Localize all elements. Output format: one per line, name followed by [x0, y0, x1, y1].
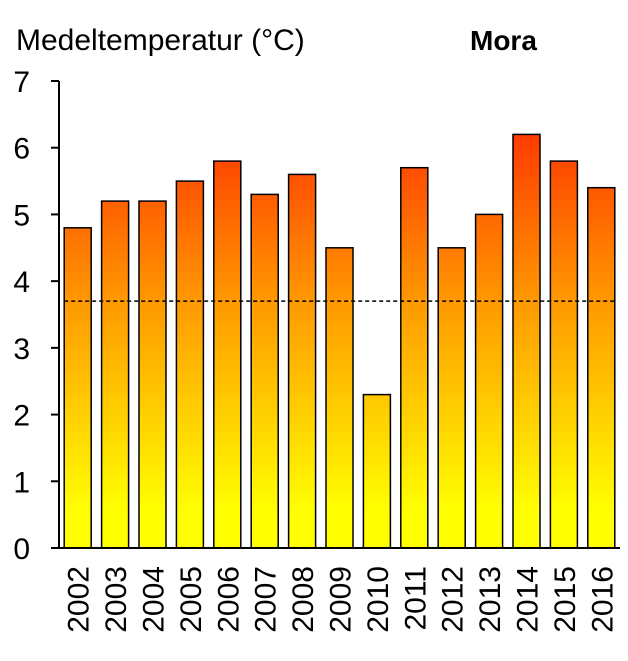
- y-tick-label: 1: [13, 466, 30, 499]
- x-tick-label: 2003: [100, 566, 133, 633]
- bar-2014: [512, 133, 541, 549]
- bar-2008: [287, 173, 317, 549]
- bar-2010: [362, 393, 392, 549]
- bar-2006: [213, 160, 242, 549]
- bar-2015: [549, 160, 579, 549]
- x-tick-label: 2004: [138, 566, 171, 633]
- x-tick-label: 2002: [63, 566, 96, 633]
- y-tick-label: 3: [13, 333, 30, 366]
- bar-2009: [325, 247, 354, 549]
- bar-2003: [100, 200, 130, 549]
- x-tick-label: 2013: [474, 566, 507, 633]
- bar-2004: [138, 200, 167, 549]
- y-tick-label: 4: [13, 266, 30, 299]
- x-tick-label: 2015: [549, 566, 582, 633]
- chart-title: Mora: [470, 25, 537, 56]
- bar-2012: [437, 247, 466, 549]
- x-tick-label: 2010: [362, 566, 395, 633]
- bar-2011: [400, 166, 429, 549]
- x-tick-label: 2012: [437, 566, 470, 633]
- y-axis-label: Medeltemperatur (°C): [16, 24, 305, 57]
- bar-2016: [587, 186, 616, 549]
- y-tick-label: 7: [13, 66, 30, 99]
- bar-2002: [63, 227, 92, 549]
- x-tick-label: 2005: [175, 566, 208, 633]
- x-tick-label: 2016: [586, 566, 619, 633]
- bar-2005: [175, 180, 205, 549]
- x-tick-label: 2014: [512, 566, 545, 633]
- bar-2013: [474, 213, 504, 549]
- x-tick-label: 2007: [250, 566, 283, 633]
- x-tick-label: 2008: [287, 566, 320, 633]
- x-tick-label: 2009: [325, 566, 358, 633]
- y-tick-label: 2: [13, 400, 30, 433]
- x-tick-label: 2006: [212, 566, 245, 633]
- x-tick-label: 2011: [399, 566, 432, 631]
- y-tick-label: 6: [13, 133, 30, 166]
- y-tick-label: 0: [13, 533, 30, 566]
- bar-2007: [250, 193, 279, 549]
- y-tick-label: 5: [13, 199, 30, 232]
